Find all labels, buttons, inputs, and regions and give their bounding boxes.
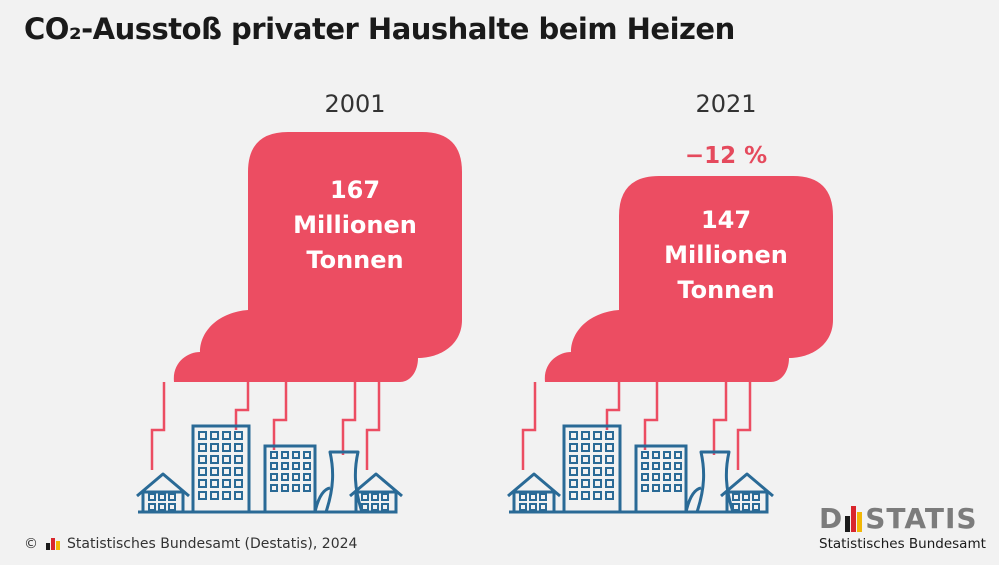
smoke-line bbox=[643, 382, 659, 450]
smoke-line bbox=[521, 382, 537, 470]
change-label: −12 % bbox=[685, 143, 767, 169]
emission-cloud bbox=[173, 132, 463, 382]
unit-label-line2: Tonnen bbox=[306, 246, 403, 274]
value-label: 147 bbox=[701, 206, 751, 234]
house-icon bbox=[349, 472, 403, 514]
cloud-shape bbox=[544, 176, 833, 382]
logo-word-statis: STATIS bbox=[865, 502, 978, 535]
destatis-logo: D STATIS Statistisches Bundesamt bbox=[819, 502, 991, 553]
house-icon bbox=[720, 472, 774, 514]
logo-bars-icon bbox=[845, 506, 863, 532]
smoke-line bbox=[341, 382, 357, 455]
smoke-line bbox=[365, 382, 381, 470]
smoke-line bbox=[605, 382, 621, 430]
smoke-line bbox=[272, 382, 288, 450]
chart-title: CO₂-Ausstoß privater Haushalte beim Heiz… bbox=[24, 12, 735, 46]
apartment-tower-icon bbox=[191, 424, 251, 514]
pictogram-group-2001: 167 Millionen Tonnen 2001 bbox=[136, 90, 463, 514]
logo-letter-d: D bbox=[819, 502, 844, 535]
year-label: 2021 bbox=[695, 90, 756, 118]
smoke-line bbox=[736, 382, 752, 470]
city-buildings bbox=[507, 424, 774, 514]
german-flag-icon bbox=[46, 538, 61, 550]
logo-subtitle: Statistisches Bundesamt bbox=[819, 536, 986, 552]
footer-source: © Statistisches Bundesamt (Destatis), 20… bbox=[24, 536, 357, 552]
year-label: 2001 bbox=[324, 90, 385, 118]
emission-cloud bbox=[544, 176, 833, 382]
cloud-shape bbox=[173, 132, 463, 382]
unit-label-line1: Millionen bbox=[664, 241, 788, 269]
unit-label-line2: Tonnen bbox=[677, 276, 774, 304]
value-label: 167 bbox=[330, 176, 380, 204]
house-icon bbox=[136, 472, 190, 514]
apartment-building-icon bbox=[263, 444, 317, 514]
pictogram-group-2021: 147 Millionen Tonnen 2021 −12 % bbox=[507, 90, 833, 514]
house-icon bbox=[507, 472, 561, 514]
apartment-tower-icon bbox=[562, 424, 622, 514]
smoke-line bbox=[712, 382, 728, 455]
smoke-line bbox=[150, 382, 166, 470]
source-text: Statistisches Bundesamt (Destatis), 2024 bbox=[67, 536, 358, 552]
copyright-symbol: © bbox=[24, 536, 38, 552]
unit-label-line1: Millionen bbox=[293, 211, 417, 239]
city-buildings bbox=[136, 424, 403, 514]
apartment-building-icon bbox=[634, 444, 688, 514]
smoke-line bbox=[234, 382, 250, 430]
